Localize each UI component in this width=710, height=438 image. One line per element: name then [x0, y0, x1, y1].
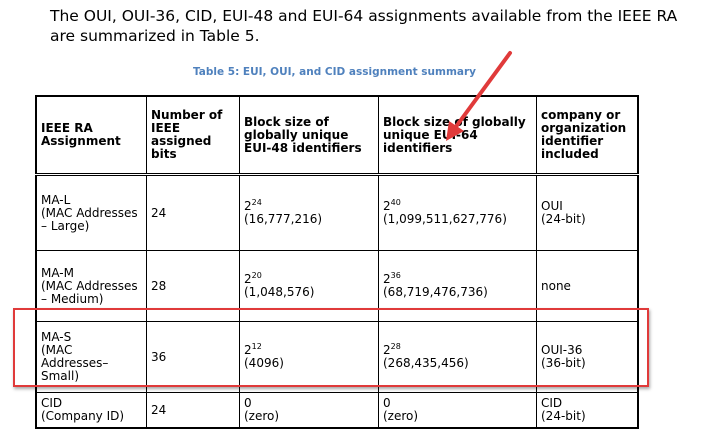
- eui48-power: 0: [244, 396, 252, 410]
- assignment-line: Addresses–: [41, 356, 109, 370]
- eui48-power: 224: [244, 198, 262, 213]
- assignment-line: MA-M: [41, 265, 74, 280]
- eui48-cell: 212 (4096): [239, 321, 379, 393]
- company-line: (24-bit): [541, 212, 586, 226]
- eui64-value: (68,719,476,736): [383, 285, 488, 299]
- company-cell: none: [536, 250, 639, 322]
- eui64-value: (zero): [383, 409, 419, 423]
- company-line: (36-bit): [541, 356, 586, 370]
- bits-cell: 36: [146, 321, 240, 393]
- assignment-line: MA-L: [41, 192, 71, 207]
- eui48-cell: 224 (16,777,216): [239, 174, 379, 251]
- eui48-power: 220: [244, 271, 262, 286]
- header-company-identifier: company or organization identifier inclu…: [536, 95, 639, 175]
- bits-cell: 28: [146, 250, 240, 322]
- eui64-power: 236: [383, 271, 401, 286]
- eui64-cell: 228 (268,435,456): [378, 321, 537, 393]
- table-row: MA-M (MAC Addresses – Medium) 28 220 (1,…: [35, 250, 639, 322]
- assignment-line: – Large): [41, 218, 90, 233]
- assignment-cell: MA-S (MAC Addresses– Small): [35, 321, 147, 393]
- eui48-value: (1,048,576): [244, 285, 315, 299]
- eui48-power: 212: [244, 342, 262, 357]
- company-cell: CID (24-bit): [536, 392, 639, 429]
- assignment-line: (Company ID): [41, 409, 125, 423]
- assignment-line: Small): [41, 369, 80, 383]
- table-header-row: IEEE RA Assignment Number of IEEE assign…: [35, 95, 639, 175]
- assignment-line: – Medium): [41, 291, 104, 306]
- company-cell: OUI (24-bit): [536, 174, 639, 251]
- company-line: OUI-36: [541, 343, 583, 357]
- assignment-cell: MA-M (MAC Addresses – Medium): [35, 250, 147, 322]
- eui64-power: 228: [383, 342, 401, 357]
- company-cell: OUI-36 (36-bit): [536, 321, 639, 393]
- eui48-value: (4096): [244, 356, 284, 370]
- eui64-cell: 0 (zero): [378, 392, 537, 429]
- eui64-cell: 236 (68,719,476,736): [378, 250, 537, 322]
- eui48-cell: 220 (1,048,576): [239, 250, 379, 322]
- assignment-line: (MAC Addresses: [41, 278, 138, 293]
- table-caption: Table 5: EUI, OUI, and CID assignment su…: [192, 66, 477, 78]
- eui48-value: (16,777,216): [244, 212, 323, 226]
- company-line: none: [541, 278, 571, 293]
- company-line: CID: [541, 396, 563, 410]
- eui64-value: (268,435,456): [383, 356, 469, 370]
- assignment-line: MA-S: [41, 330, 72, 344]
- table-row: CID (Company ID) 24 0 (zero) 0 (zero) CI…: [35, 392, 639, 429]
- assignment-summary-table: IEEE RA Assignment Number of IEEE assign…: [35, 95, 639, 429]
- assignment-cell: MA-L (MAC Addresses – Large): [35, 174, 147, 251]
- eui48-cell: 0 (zero): [239, 392, 379, 429]
- assignment-cell: CID (Company ID): [35, 392, 147, 429]
- assignment-line: (MAC: [41, 343, 73, 357]
- bits-cell: 24: [146, 174, 240, 251]
- table-row: MA-S (MAC Addresses– Small) 36 212 (4096…: [35, 321, 639, 393]
- header-assignment: IEEE RA Assignment: [35, 95, 147, 175]
- table-row: MA-L (MAC Addresses – Large) 24 224 (16,…: [35, 174, 639, 251]
- eui64-cell: 240 (1,099,511,627,776): [378, 174, 537, 251]
- header-assigned-bits: Number of IEEE assigned bits: [146, 95, 240, 175]
- eui48-value: (zero): [244, 409, 280, 423]
- assignment-line: (MAC Addresses: [41, 205, 138, 220]
- company-line: (24-bit): [541, 409, 586, 423]
- header-eui64-block: Block size of globally unique EUI-64 ide…: [378, 95, 537, 175]
- eui64-power: 240: [383, 198, 401, 213]
- header-eui48-block: Block size of globally unique EUI-48 ide…: [239, 95, 379, 175]
- company-line: OUI: [541, 199, 563, 213]
- eui64-value: (1,099,511,627,776): [383, 212, 507, 226]
- bits-cell: 24: [146, 392, 240, 429]
- assignment-line: CID: [41, 396, 63, 410]
- eui64-power: 0: [383, 396, 391, 410]
- intro-paragraph: The OUI, OUI-36, CID, EUI-48 and EUI-64 …: [50, 7, 678, 45]
